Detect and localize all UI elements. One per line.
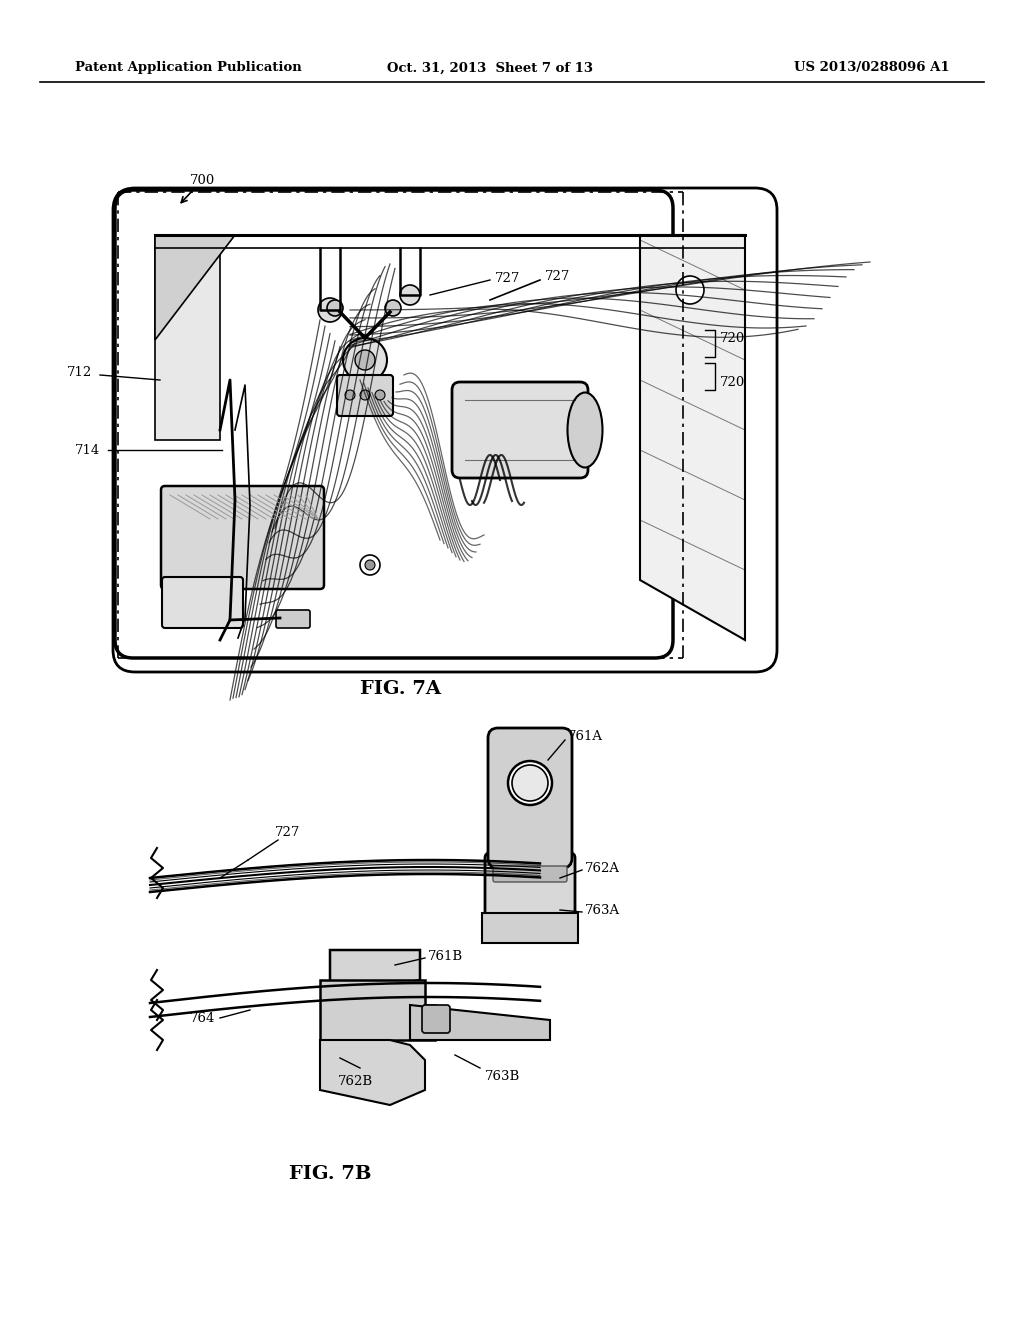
Polygon shape xyxy=(640,235,745,640)
FancyBboxPatch shape xyxy=(276,610,310,628)
Text: FIG. 7A: FIG. 7A xyxy=(359,680,440,698)
Text: 700: 700 xyxy=(190,173,215,186)
Text: 763A: 763A xyxy=(585,903,621,916)
Text: 720: 720 xyxy=(720,375,745,388)
Circle shape xyxy=(327,300,343,315)
Text: FIG. 7B: FIG. 7B xyxy=(289,1166,372,1183)
Text: 720: 720 xyxy=(720,331,745,345)
Text: 761A: 761A xyxy=(568,730,603,742)
Text: 714: 714 xyxy=(75,444,100,457)
FancyBboxPatch shape xyxy=(161,486,324,589)
Polygon shape xyxy=(319,979,435,1040)
FancyBboxPatch shape xyxy=(452,381,588,478)
Polygon shape xyxy=(482,913,578,942)
Circle shape xyxy=(385,300,401,315)
Text: 762A: 762A xyxy=(585,862,620,874)
FancyBboxPatch shape xyxy=(493,866,567,882)
Circle shape xyxy=(365,560,375,570)
Circle shape xyxy=(355,350,375,370)
FancyBboxPatch shape xyxy=(337,375,393,416)
FancyBboxPatch shape xyxy=(485,853,575,917)
Text: US 2013/0288096 A1: US 2013/0288096 A1 xyxy=(795,62,950,74)
Circle shape xyxy=(400,285,420,305)
Polygon shape xyxy=(319,1040,425,1105)
Text: 712: 712 xyxy=(67,367,92,380)
Circle shape xyxy=(360,554,380,576)
Polygon shape xyxy=(155,235,234,341)
Polygon shape xyxy=(410,1005,550,1040)
Text: 762B: 762B xyxy=(338,1074,373,1088)
Text: 727: 727 xyxy=(545,271,570,284)
FancyBboxPatch shape xyxy=(115,190,673,657)
Text: 763B: 763B xyxy=(485,1071,520,1082)
Text: 764: 764 xyxy=(189,1011,215,1024)
Circle shape xyxy=(375,389,385,400)
FancyBboxPatch shape xyxy=(488,729,572,869)
Polygon shape xyxy=(155,235,220,440)
FancyBboxPatch shape xyxy=(422,1005,450,1034)
Text: 761B: 761B xyxy=(428,949,463,962)
Circle shape xyxy=(318,298,342,322)
Circle shape xyxy=(508,762,552,805)
Circle shape xyxy=(512,766,548,801)
Text: 727: 727 xyxy=(495,272,520,285)
Circle shape xyxy=(676,276,705,304)
Text: Patent Application Publication: Patent Application Publication xyxy=(75,62,302,74)
Ellipse shape xyxy=(567,392,602,467)
Circle shape xyxy=(360,389,370,400)
Text: 727: 727 xyxy=(275,825,300,838)
Circle shape xyxy=(343,338,387,381)
Circle shape xyxy=(345,389,355,400)
Polygon shape xyxy=(330,950,420,995)
FancyBboxPatch shape xyxy=(162,577,243,628)
Text: Oct. 31, 2013  Sheet 7 of 13: Oct. 31, 2013 Sheet 7 of 13 xyxy=(387,62,593,74)
